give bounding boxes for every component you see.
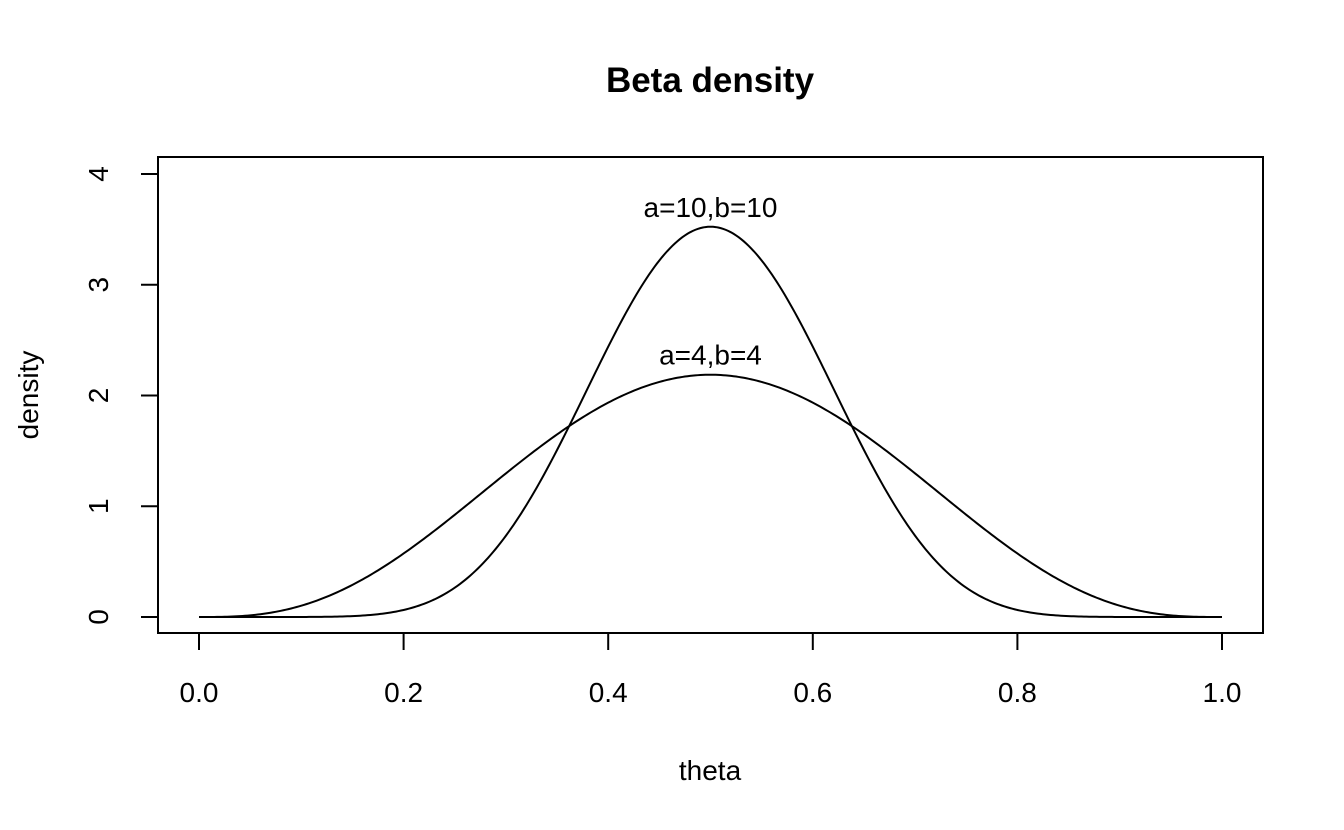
- y-axis: 0 1 2 3 4: [83, 166, 159, 625]
- y-tick-label: 3: [83, 277, 114, 293]
- y-tick-label: 1: [83, 498, 114, 514]
- x-tick-label: 0.2: [384, 677, 423, 708]
- x-tick-label: 0.4: [589, 677, 628, 708]
- x-tick-label: 0.0: [180, 677, 219, 708]
- beta-curve-a10-b10: [199, 225, 1222, 618]
- x-tick-label: 0.6: [793, 677, 832, 708]
- y-axis-label: density: [13, 351, 44, 440]
- plot-frame: [157, 156, 1264, 634]
- y-tick-label: 2: [83, 388, 114, 404]
- chart-title: Beta density: [606, 61, 815, 100]
- x-tick-label: 0.8: [998, 677, 1037, 708]
- x-axis-label: theta: [679, 755, 742, 786]
- x-tick-label: 1.0: [1203, 677, 1242, 708]
- series-curves: [199, 225, 1222, 618]
- y-tick-label: 4: [83, 166, 114, 182]
- curve-annotation: a=10,b=10: [644, 192, 778, 223]
- beta-curve-a4-b4: [199, 373, 1222, 618]
- curve-annotations: a=10,b=10 a=4,b=4: [644, 192, 778, 370]
- x-axis: 0.0 0.2 0.4 0.6 0.8 1.0: [180, 632, 1242, 708]
- curve-annotation: a=4,b=4: [659, 339, 762, 370]
- y-tick-label: 0: [83, 609, 114, 625]
